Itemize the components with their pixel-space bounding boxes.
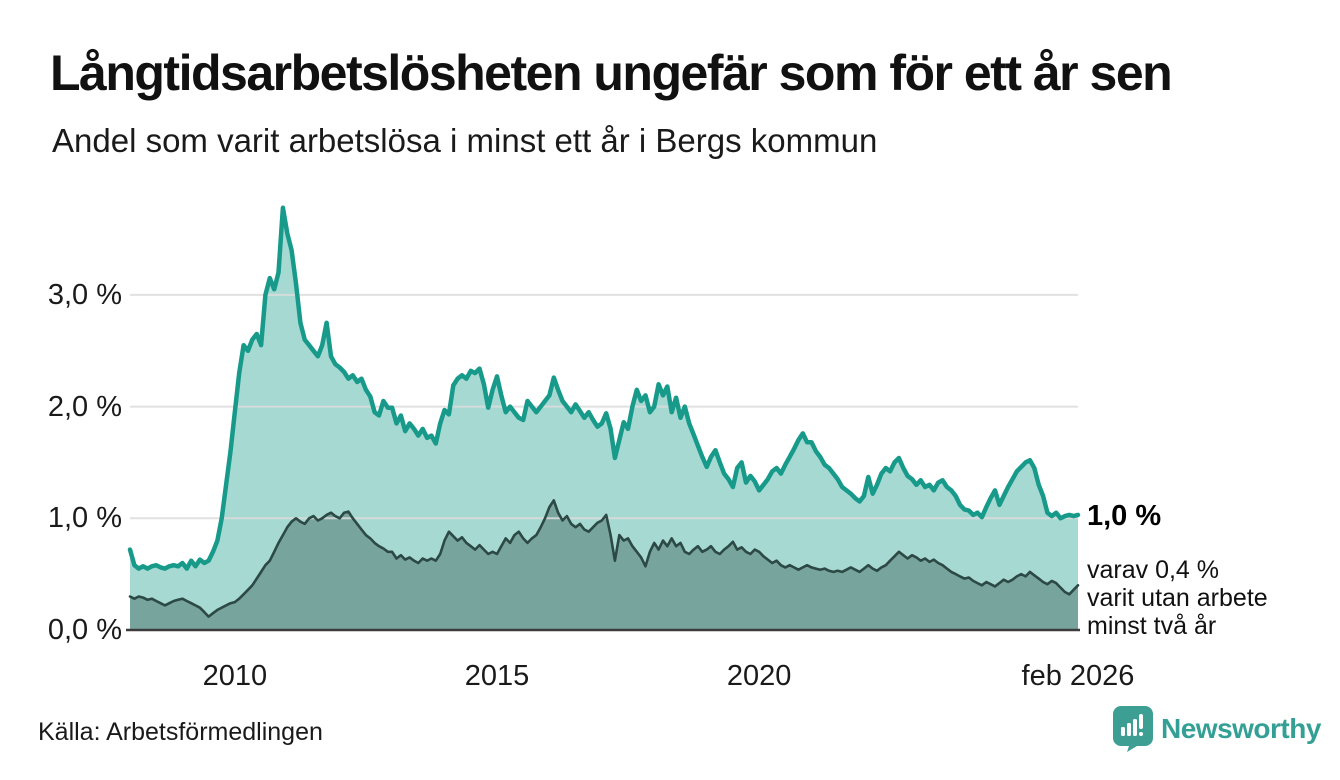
subset-annotation: varav 0,4 % varit utan arbete minst två … bbox=[1087, 556, 1268, 640]
subset-annotation-line1: varav 0,4 % bbox=[1087, 556, 1220, 584]
y-axis-label: 1,0 % bbox=[47, 502, 122, 535]
x-axis-label: feb 2026 bbox=[1021, 660, 1135, 692]
subset-annotation-line2: varit utan arbete bbox=[1087, 584, 1268, 612]
page-subtitle: Andel som varit arbetslösa i minst ett å… bbox=[52, 122, 878, 159]
x-axis-label: 2010 bbox=[202, 660, 268, 692]
y-axis-label: 2,0 % bbox=[47, 390, 122, 423]
subset-annotation-line3: minst två år bbox=[1087, 612, 1217, 640]
y-axis-label: 3,0 % bbox=[47, 278, 122, 311]
end-value-label: 1,0 % bbox=[1087, 500, 1162, 532]
y-axis-label: 0,0 % bbox=[47, 614, 122, 646]
brand-logo-link[interactable]: Newsworthy bbox=[1113, 706, 1321, 752]
newsworthy-logo-icon bbox=[1113, 706, 1153, 752]
x-axis-label: 2015 bbox=[464, 660, 530, 692]
x-axis-label: 2020 bbox=[726, 660, 792, 692]
source-note: Källa: Arbetsförmedlingen bbox=[38, 718, 323, 746]
page-title: Långtidsarbetslösheten ungefär som för e… bbox=[50, 45, 1173, 101]
brand-wordmark: Newsworthy bbox=[1161, 713, 1321, 744]
